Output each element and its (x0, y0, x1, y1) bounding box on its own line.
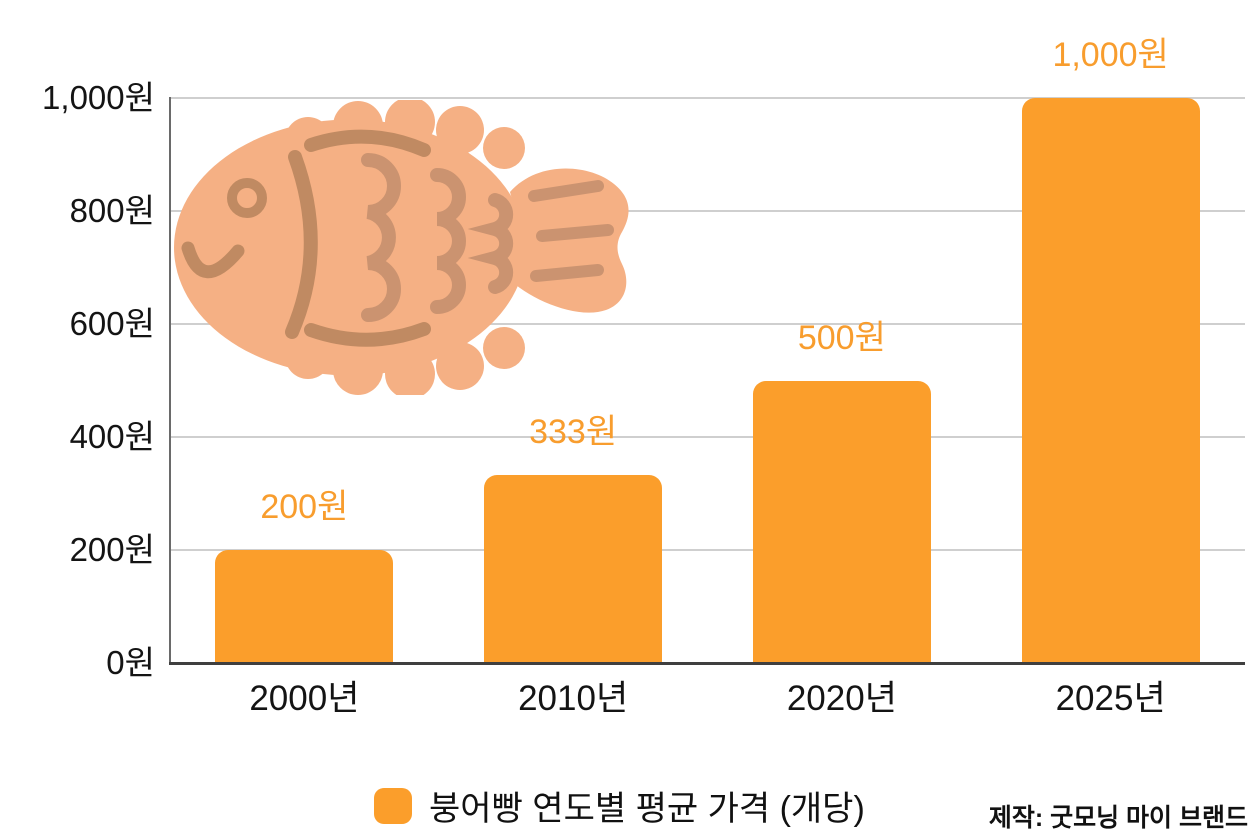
fish-mouth (181, 241, 245, 279)
bungeoppang-fish-illustration (174, 100, 629, 395)
value-label-2010년: 333원 (529, 412, 618, 451)
y-axis-line (169, 97, 171, 664)
gridline-600 (170, 323, 1245, 325)
fish-tail-stripe (536, 224, 614, 242)
bar-2025년 (1021, 98, 1200, 663)
x-label-2000년: 2000년 (249, 679, 360, 718)
fish-tail-stripe (530, 264, 604, 282)
gridline-800 (170, 210, 1245, 212)
bar-2010년 (484, 474, 663, 663)
value-label-2025년: 1,000원 (1052, 36, 1169, 74)
y-tick-label-400: 400원 (69, 418, 155, 455)
fish-gill (285, 150, 318, 339)
x-axis-line (169, 662, 1245, 665)
legend-swatch (374, 787, 412, 824)
y-tick-label-800: 800원 (69, 192, 155, 229)
credit-text: 제작: 굿모닝 마이 브랜드 (988, 804, 1248, 832)
value-label-2020년: 500원 (797, 318, 886, 357)
fish-eye (227, 178, 267, 218)
y-tick-label-1000: 1,000원 (42, 79, 155, 116)
legend: 붕어빵 연도별 평균 가격 (개당) (374, 781, 865, 830)
y-tick-label-600: 600원 (69, 305, 155, 342)
fish-tail-stripe (528, 180, 604, 202)
bar-2000년 (215, 550, 394, 663)
gridline-200 (170, 549, 1245, 551)
y-tick-label-200: 200원 (69, 531, 155, 568)
x-label-2010년: 2010년 (518, 679, 629, 718)
gridline-1000 (170, 97, 1245, 99)
value-label-2000년: 200원 (260, 488, 349, 526)
x-label-2025년: 2025년 (1055, 679, 1166, 718)
y-tick-label-0: 0원 (106, 644, 155, 681)
gridline-400 (170, 436, 1245, 438)
legend-label: 붕어빵 연도별 평균 가격 (개당) (429, 790, 865, 828)
fish-detail-lines (181, 129, 614, 347)
bar-2020년 (752, 380, 931, 663)
x-label-2020년: 2020년 (786, 679, 897, 718)
